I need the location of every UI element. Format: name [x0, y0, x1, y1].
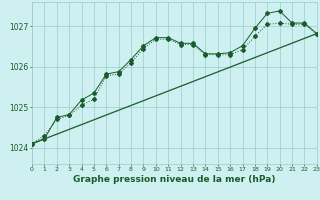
X-axis label: Graphe pression niveau de la mer (hPa): Graphe pression niveau de la mer (hPa)	[73, 175, 276, 184]
